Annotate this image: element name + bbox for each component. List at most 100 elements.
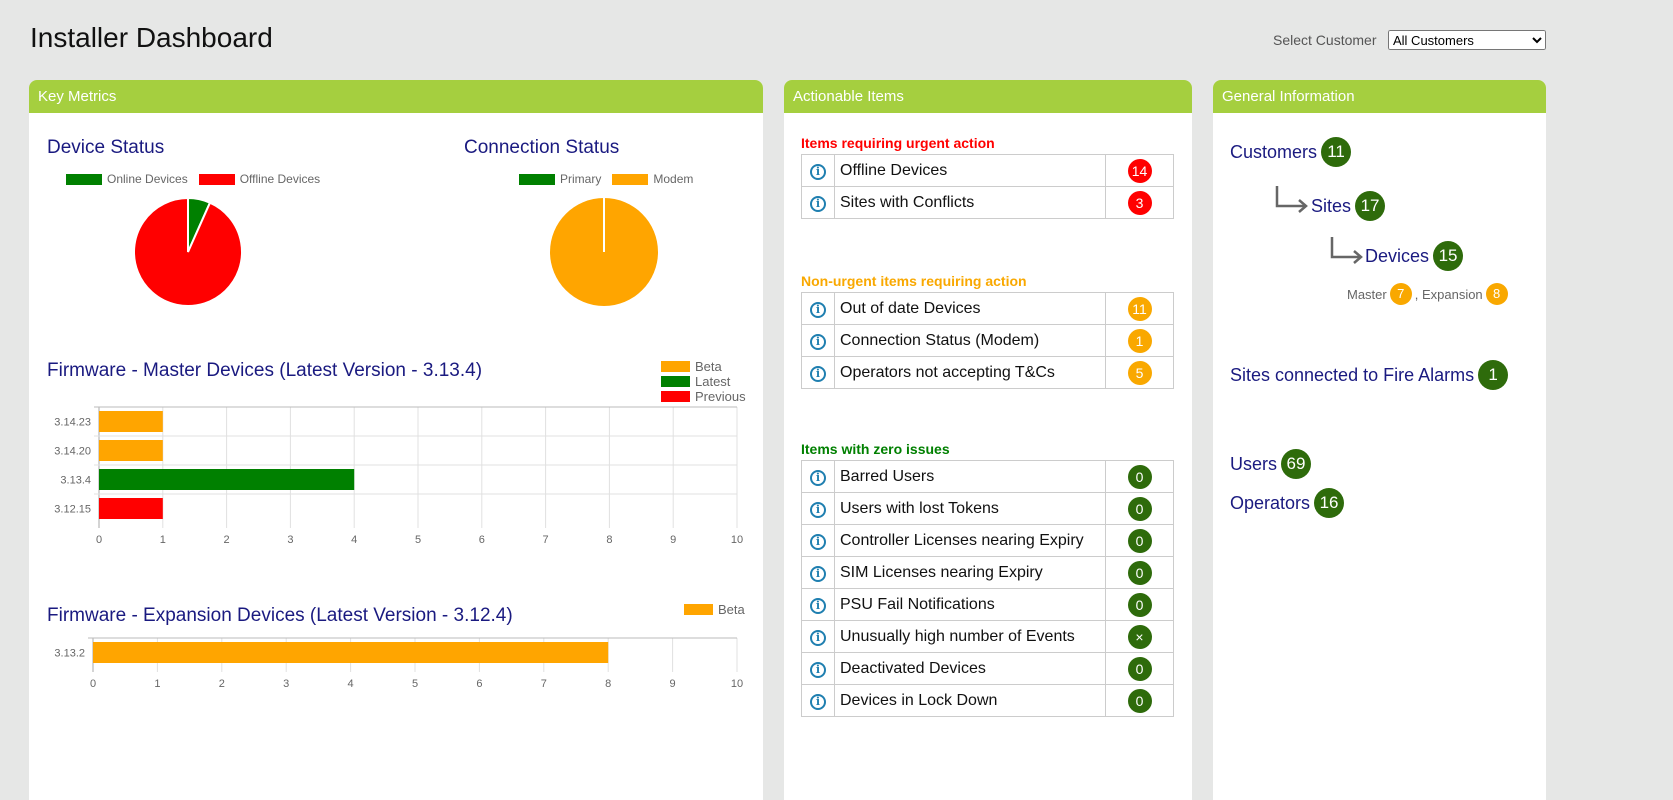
info-cell: i	[801, 356, 835, 389]
legend-item: Latest	[661, 374, 746, 389]
legend-label: Beta	[718, 602, 745, 617]
table-row[interactable]: i PSU Fail Notifications 0	[801, 588, 1174, 621]
table-row[interactable]: i Deactivated Devices 0	[801, 652, 1174, 685]
sites-label[interactable]: Sites	[1311, 195, 1352, 216]
info-icon[interactable]: i	[810, 597, 826, 614]
table-row[interactable]: i Users with lost Tokens 0	[801, 492, 1174, 525]
operators-link[interactable]: Operators 16	[1230, 488, 1345, 518]
info-icon[interactable]: i	[810, 301, 826, 318]
item-label[interactable]: Devices in Lock Down	[834, 684, 1106, 717]
operators-label[interactable]: Operators	[1230, 492, 1311, 513]
table-row[interactable]: i Controller Licenses nearing Expiry 0	[801, 524, 1174, 557]
customers-link[interactable]: Customers 11	[1230, 137, 1352, 167]
item-label[interactable]: Barred Users	[834, 460, 1106, 493]
bar[interactable]	[93, 642, 609, 663]
legend-item: Previous	[661, 389, 746, 404]
x-tick-label: 7	[541, 678, 547, 690]
legend-swatch	[198, 173, 235, 185]
table-row[interactable]: i Connection Status (Modem) 1	[801, 324, 1174, 357]
legend-swatch	[661, 361, 690, 372]
fire-alarm-sites-link[interactable]: Sites connected to Fire Alarms 1	[1230, 360, 1509, 390]
count-cell: 3	[1105, 186, 1174, 219]
info-cell: i	[801, 154, 835, 187]
y-tick-label: 3.13.2	[54, 648, 85, 660]
operators-count: 16	[1314, 488, 1345, 518]
info-icon[interactable]: i	[810, 533, 826, 550]
count-badge: 0	[1127, 528, 1152, 553]
bar[interactable]	[99, 469, 355, 490]
x-tick-label: 7	[543, 534, 549, 545]
table-row[interactable]: i Out of date Devices 11	[801, 292, 1174, 325]
zero-issues-table: i Barred Users 0 i Users with lost Tokens 0 i C…	[801, 460, 1174, 717]
info-icon[interactable]: i	[810, 195, 826, 212]
table-row[interactable]: i Operators not accepting T&Cs 5	[801, 356, 1174, 389]
users-label[interactable]: Users	[1230, 453, 1278, 474]
info-icon[interactable]: i	[810, 565, 826, 582]
info-icon[interactable]: i	[810, 333, 826, 350]
info-cell: i	[801, 556, 835, 589]
x-tick-label: 10	[731, 678, 743, 690]
x-tick-label: 5	[415, 534, 421, 545]
customer-select[interactable]: All Customers	[1388, 30, 1546, 50]
item-label[interactable]: Controller Licenses nearing Expiry	[834, 524, 1106, 557]
fire-alarm-label[interactable]: Sites connected to Fire Alarms	[1230, 364, 1475, 385]
x-tick-label: 1	[160, 534, 166, 545]
count-badge: 5	[1127, 360, 1152, 385]
item-label[interactable]: Unusually high number of Events	[834, 620, 1106, 653]
bar[interactable]	[99, 411, 163, 432]
x-tick-label: 10	[731, 534, 743, 545]
count-badge: 1	[1127, 328, 1152, 353]
item-label[interactable]: Sites with Conflicts	[834, 186, 1106, 219]
device-status-title: Device Status	[47, 137, 165, 158]
info-icon[interactable]: i	[810, 469, 826, 486]
x-tick-label: 2	[219, 678, 225, 690]
devices-link[interactable]: Devices 15	[1365, 241, 1464, 271]
bar[interactable]	[99, 498, 163, 519]
item-label[interactable]: Offline Devices	[834, 154, 1106, 187]
info-icon[interactable]: i	[810, 629, 826, 646]
devices-label[interactable]: Devices	[1365, 245, 1430, 266]
table-row[interactable]: i Barred Users 0	[801, 460, 1174, 493]
bar[interactable]	[99, 440, 163, 461]
customers-label[interactable]: Customers	[1230, 141, 1318, 162]
item-label[interactable]: SIM Licenses nearing Expiry	[834, 556, 1106, 589]
general-information-panel: General Information Customers 11 Sites 17 …	[1213, 80, 1546, 800]
item-label[interactable]: Deactivated Devices	[834, 652, 1106, 685]
count-cell: 0	[1105, 684, 1174, 717]
table-row[interactable]: i SIM Licenses nearing Expiry 0	[801, 556, 1174, 589]
info-icon[interactable]: i	[810, 693, 826, 710]
info-icon[interactable]: i	[810, 163, 826, 180]
x-tick-label: 0	[90, 678, 96, 690]
table-row[interactable]: i Devices in Lock Down 0	[801, 684, 1174, 717]
info-icon[interactable]: i	[810, 661, 826, 678]
x-tick-label: 4	[348, 678, 354, 690]
table-row[interactable]: i Sites with Conflicts 3	[801, 186, 1174, 219]
info-icon[interactable]: i	[810, 501, 826, 518]
table-row[interactable]: i Unusually high number of Events ×	[801, 620, 1174, 653]
item-label[interactable]: PSU Fail Notifications	[834, 588, 1106, 621]
device-status-pie	[133, 196, 243, 307]
sites-link[interactable]: Sites 17	[1311, 191, 1386, 221]
item-label[interactable]: Connection Status (Modem)	[834, 324, 1106, 357]
y-tick-label: 3.14.23	[54, 417, 91, 429]
y-tick-label: 3.12.15	[54, 504, 91, 516]
count-badge: ×	[1127, 624, 1152, 649]
info-icon[interactable]: i	[810, 365, 826, 382]
device-status-legend: Online Devices Offline Devices	[66, 172, 320, 186]
item-label[interactable]: Out of date Devices	[834, 292, 1106, 325]
count-cell: 1	[1105, 324, 1174, 357]
count-cell: 0	[1105, 492, 1174, 525]
item-label[interactable]: Operators not accepting T&Cs	[834, 356, 1106, 389]
legend-label: Online Devices	[107, 172, 188, 186]
info-cell: i	[801, 524, 835, 557]
item-label[interactable]: Users with lost Tokens	[834, 492, 1106, 525]
count-cell: 0	[1105, 652, 1174, 685]
legend-label: Offline Devices	[239, 172, 321, 186]
count-badge: 11	[1127, 296, 1152, 321]
table-row[interactable]: i Offline Devices 14	[801, 154, 1174, 187]
x-tick-label: 3	[283, 678, 289, 690]
users-link[interactable]: Users 69	[1230, 449, 1312, 479]
count-badge: 14	[1127, 158, 1152, 183]
count-badge: 0	[1127, 560, 1152, 585]
pie-slice[interactable]	[133, 196, 243, 307]
